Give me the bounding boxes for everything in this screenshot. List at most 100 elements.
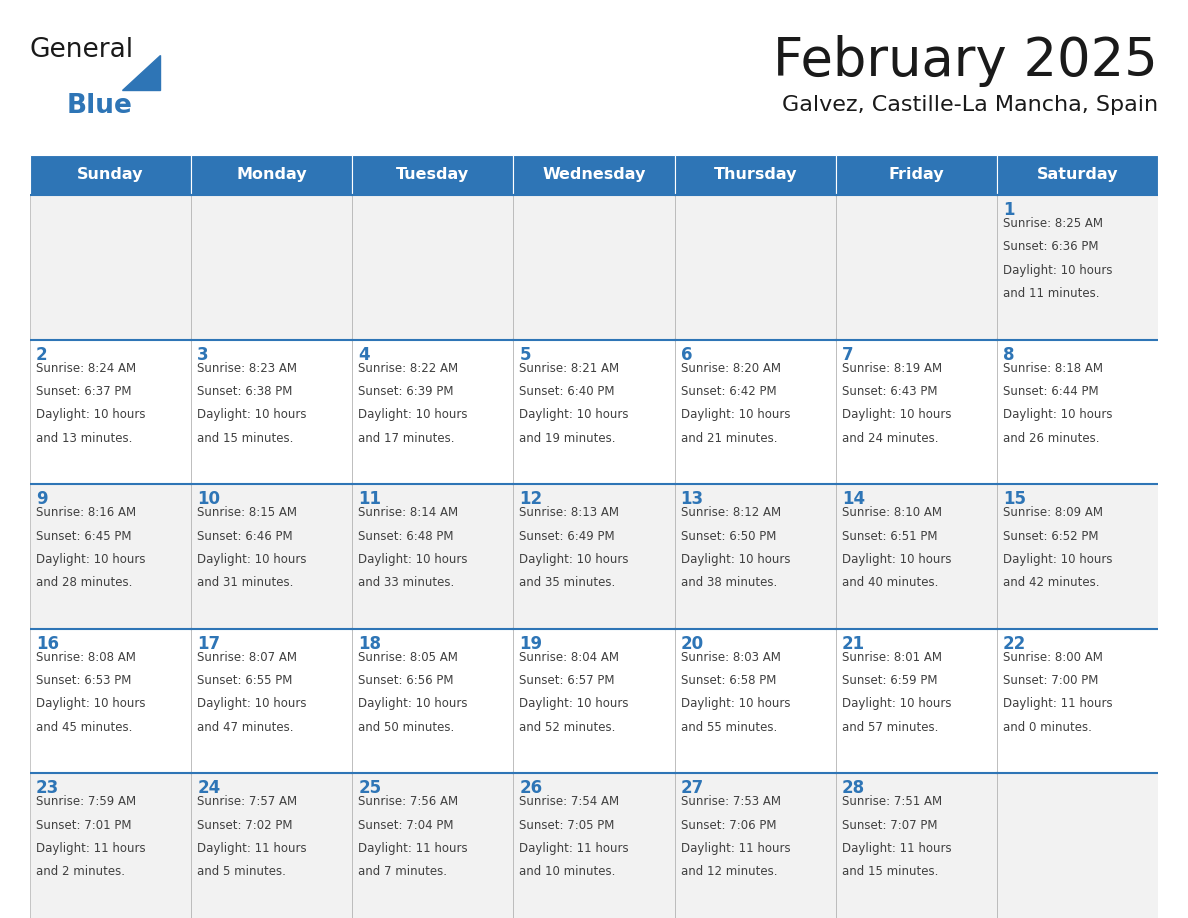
Bar <box>353 773 513 918</box>
Text: Sunrise: 8:25 AM: Sunrise: 8:25 AM <box>1003 217 1102 230</box>
Bar <box>30 340 191 484</box>
Text: Sunset: 7:01 PM: Sunset: 7:01 PM <box>36 819 132 832</box>
Text: Daylight: 10 hours: Daylight: 10 hours <box>519 553 628 565</box>
Text: 2: 2 <box>36 345 48 364</box>
Text: Monday: Monday <box>236 167 307 183</box>
Text: Sunrise: 8:03 AM: Sunrise: 8:03 AM <box>681 651 781 664</box>
Text: Daylight: 10 hours: Daylight: 10 hours <box>681 553 790 565</box>
Text: and 12 minutes.: and 12 minutes. <box>681 866 777 879</box>
Bar <box>997 195 1158 340</box>
Text: Sunset: 6:51 PM: Sunset: 6:51 PM <box>842 530 937 543</box>
Text: 17: 17 <box>197 635 220 653</box>
Text: Sunset: 6:46 PM: Sunset: 6:46 PM <box>197 530 292 543</box>
Bar <box>30 195 191 340</box>
Bar <box>835 629 997 773</box>
Bar <box>30 155 191 195</box>
Text: Sunset: 7:02 PM: Sunset: 7:02 PM <box>197 819 292 832</box>
Text: Sunrise: 7:59 AM: Sunrise: 7:59 AM <box>36 795 137 809</box>
Bar <box>835 484 997 629</box>
Bar <box>835 773 997 918</box>
Text: 4: 4 <box>359 345 369 364</box>
Text: Daylight: 10 hours: Daylight: 10 hours <box>519 698 628 711</box>
Text: Daylight: 10 hours: Daylight: 10 hours <box>842 409 952 421</box>
Text: Sunrise: 8:08 AM: Sunrise: 8:08 AM <box>36 651 135 664</box>
Text: Sunset: 6:43 PM: Sunset: 6:43 PM <box>842 385 937 397</box>
Text: and 10 minutes.: and 10 minutes. <box>519 866 615 879</box>
Text: 24: 24 <box>197 779 221 798</box>
Text: 21: 21 <box>842 635 865 653</box>
Text: 15: 15 <box>1003 490 1026 509</box>
Text: Daylight: 10 hours: Daylight: 10 hours <box>681 698 790 711</box>
Bar <box>997 773 1158 918</box>
Text: Sunrise: 8:16 AM: Sunrise: 8:16 AM <box>36 506 137 520</box>
Text: Daylight: 10 hours: Daylight: 10 hours <box>359 698 468 711</box>
Bar <box>675 629 835 773</box>
Text: Galvez, Castille-La Mancha, Spain: Galvez, Castille-La Mancha, Spain <box>782 95 1158 115</box>
Text: Sunrise: 8:18 AM: Sunrise: 8:18 AM <box>1003 362 1102 375</box>
Text: and 21 minutes.: and 21 minutes. <box>681 431 777 444</box>
Text: Sunrise: 8:05 AM: Sunrise: 8:05 AM <box>359 651 459 664</box>
Bar <box>513 484 675 629</box>
Text: Sunrise: 8:21 AM: Sunrise: 8:21 AM <box>519 362 620 375</box>
Text: Sunday: Sunday <box>77 167 144 183</box>
Text: and 11 minutes.: and 11 minutes. <box>1003 287 1099 300</box>
Text: Sunset: 6:55 PM: Sunset: 6:55 PM <box>197 674 292 687</box>
Text: Sunset: 6:57 PM: Sunset: 6:57 PM <box>519 674 615 687</box>
Bar <box>675 773 835 918</box>
Text: and 38 minutes.: and 38 minutes. <box>681 577 777 589</box>
Text: Daylight: 10 hours: Daylight: 10 hours <box>681 409 790 421</box>
Text: and 15 minutes.: and 15 minutes. <box>842 866 939 879</box>
Text: and 45 minutes.: and 45 minutes. <box>36 721 132 733</box>
Bar <box>513 340 675 484</box>
Text: and 26 minutes.: and 26 minutes. <box>1003 431 1099 444</box>
Bar <box>675 484 835 629</box>
Text: Daylight: 10 hours: Daylight: 10 hours <box>1003 263 1112 276</box>
Text: 8: 8 <box>1003 345 1015 364</box>
Text: 28: 28 <box>842 779 865 798</box>
Text: Sunrise: 8:00 AM: Sunrise: 8:00 AM <box>1003 651 1102 664</box>
Text: 1: 1 <box>1003 201 1015 219</box>
Bar <box>513 629 675 773</box>
Text: Sunset: 6:45 PM: Sunset: 6:45 PM <box>36 530 132 543</box>
Text: 13: 13 <box>681 490 703 509</box>
Text: Daylight: 11 hours: Daylight: 11 hours <box>681 842 790 855</box>
Bar <box>997 340 1158 484</box>
Text: Daylight: 10 hours: Daylight: 10 hours <box>1003 553 1112 565</box>
Text: Sunset: 7:00 PM: Sunset: 7:00 PM <box>1003 674 1098 687</box>
Bar <box>675 195 835 340</box>
Bar <box>191 340 353 484</box>
Text: Sunrise: 7:51 AM: Sunrise: 7:51 AM <box>842 795 942 809</box>
Text: Sunset: 6:52 PM: Sunset: 6:52 PM <box>1003 530 1099 543</box>
Text: Sunset: 6:59 PM: Sunset: 6:59 PM <box>842 674 937 687</box>
Text: Blue: Blue <box>67 93 133 119</box>
Text: 18: 18 <box>359 635 381 653</box>
Bar <box>191 629 353 773</box>
Text: Daylight: 10 hours: Daylight: 10 hours <box>36 409 145 421</box>
Bar <box>353 629 513 773</box>
Text: Sunrise: 8:07 AM: Sunrise: 8:07 AM <box>197 651 297 664</box>
Text: Daylight: 10 hours: Daylight: 10 hours <box>359 553 468 565</box>
Text: Sunrise: 8:01 AM: Sunrise: 8:01 AM <box>842 651 942 664</box>
Text: and 7 minutes.: and 7 minutes. <box>359 866 448 879</box>
Text: and 55 minutes.: and 55 minutes. <box>681 721 777 733</box>
Bar <box>675 155 835 195</box>
Bar <box>30 629 191 773</box>
Text: Daylight: 10 hours: Daylight: 10 hours <box>359 409 468 421</box>
Text: Daylight: 10 hours: Daylight: 10 hours <box>197 698 307 711</box>
Text: Sunrise: 8:04 AM: Sunrise: 8:04 AM <box>519 651 619 664</box>
Text: and 57 minutes.: and 57 minutes. <box>842 721 939 733</box>
Text: 26: 26 <box>519 779 543 798</box>
Text: and 50 minutes.: and 50 minutes. <box>359 721 455 733</box>
Text: Sunrise: 7:53 AM: Sunrise: 7:53 AM <box>681 795 781 809</box>
Text: 16: 16 <box>36 635 59 653</box>
Text: Daylight: 11 hours: Daylight: 11 hours <box>36 842 146 855</box>
Text: Daylight: 10 hours: Daylight: 10 hours <box>197 553 307 565</box>
Bar <box>997 629 1158 773</box>
Text: Saturday: Saturday <box>1037 167 1118 183</box>
Bar <box>191 773 353 918</box>
Text: Sunset: 7:05 PM: Sunset: 7:05 PM <box>519 819 615 832</box>
Text: Sunrise: 7:56 AM: Sunrise: 7:56 AM <box>359 795 459 809</box>
Text: Daylight: 10 hours: Daylight: 10 hours <box>36 553 145 565</box>
Bar <box>191 484 353 629</box>
Text: Sunset: 6:38 PM: Sunset: 6:38 PM <box>197 385 292 397</box>
